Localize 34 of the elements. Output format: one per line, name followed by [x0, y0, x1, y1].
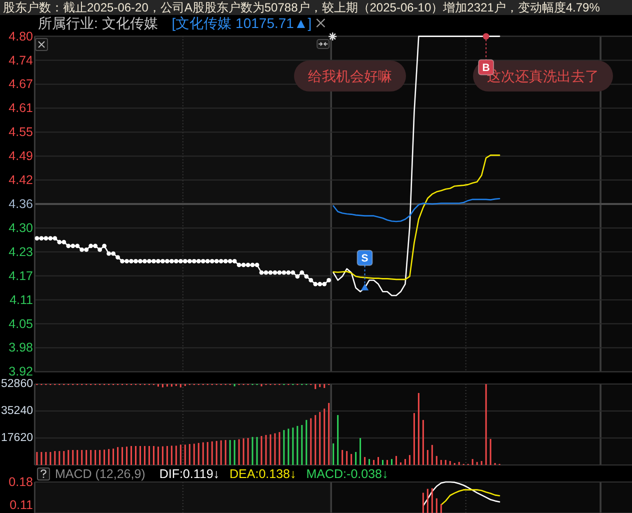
y-tick-label: 4.67: [8, 77, 34, 92]
y-tick-label: 4.23: [8, 244, 34, 259]
chart-subtitle: [文化传媒 10175.71▲]: [172, 15, 312, 31]
y-tick-label: 4.11: [10, 292, 34, 307]
y-tick-label: 52860: [1, 378, 33, 390]
y-tick-label: 17620: [1, 432, 33, 444]
line-series: [332, 198, 500, 222]
y-tick-label: 4.74: [8, 53, 34, 68]
y-tick-label: 4.30: [8, 220, 34, 235]
y-tick-label: 4.80: [8, 29, 34, 44]
y-tick-label: 4.42: [8, 173, 34, 188]
y-tick-label: 35240: [1, 405, 33, 417]
text: DEA:0.138↓: [230, 467, 296, 481]
y-tick-label: 3.98: [8, 340, 34, 355]
annotation: 给我机会好嘛: [308, 68, 392, 84]
line-series: [440, 489, 500, 506]
series-label: S: [361, 252, 368, 264]
y-tick-label: 4.49: [8, 149, 34, 164]
chart-title: 所属行业: 文化传媒: [38, 15, 158, 31]
line-series: [332, 154, 500, 280]
y-tick-label: 0.11: [10, 498, 34, 512]
y-tick-label: 0.18: [8, 475, 34, 489]
text: MACD:-0.038↓: [306, 467, 388, 481]
line-series: [422, 481, 500, 506]
y-tick-label: 4.55: [8, 125, 34, 140]
chart-title: MACD (12,26,9): [55, 467, 146, 481]
y-tick-label: 4.05: [8, 316, 34, 331]
text: DIF:0.119↓: [159, 467, 220, 481]
series-label: B: [482, 62, 490, 74]
y-tick-label: 4.36: [8, 197, 34, 211]
text: 股东户数：截止2025-06-20，公司A股股东户数为50788户，较上期（2025-06-10）增加2321户，变动幅度4.79%: [3, 0, 600, 14]
y-tick-label: 4.17: [8, 268, 34, 283]
y-tick-label: 4.61: [8, 101, 34, 116]
y-tick-label: 3.92: [8, 364, 34, 379]
